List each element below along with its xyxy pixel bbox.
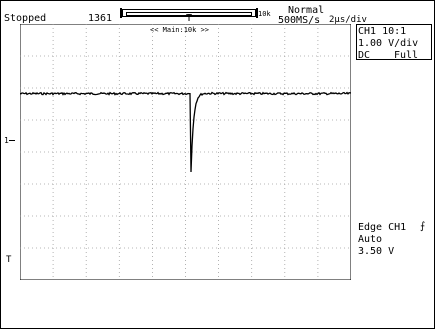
acquisition-count: 1361 (88, 13, 113, 24)
rising-edge-icon: ⨍ (420, 221, 426, 232)
record-bar-left-cap (120, 8, 122, 18)
acquisition-state: Stopped (4, 13, 47, 24)
trigger-level-marker[interactable]: T (6, 255, 12, 265)
trigger-mode: Normal (288, 5, 325, 16)
channel-marker-arrow (9, 140, 15, 141)
trigger-level: 3.50 V (358, 246, 395, 257)
record-length: 10k (258, 10, 271, 18)
waveform-display[interactable]: << Main:10k >> (19, 23, 352, 281)
channel-name: CH1 10:1 (358, 26, 407, 37)
record-bar-right-cap (256, 8, 258, 18)
ch1-trace (19, 91, 352, 173)
record-position-bar[interactable] (120, 8, 258, 18)
trigger-sweep-mode: Auto (358, 234, 383, 245)
waveform-graticule (19, 23, 352, 281)
channel-info-box[interactable] (356, 24, 432, 60)
channel-bandwidth: Full (394, 50, 419, 61)
trigger-position-marker[interactable]: T (186, 13, 193, 24)
channel-1-level-marker[interactable]: 1 (4, 136, 9, 145)
channel-scale: 1.00 V/div (358, 38, 419, 49)
time-per-division: 2μs/div (329, 15, 367, 25)
sample-rate: 500MS/s (278, 15, 321, 26)
record-bar-window (126, 12, 252, 16)
channel-coupling: DC (358, 50, 371, 61)
zoom-label: << Main:10k >> (150, 26, 210, 34)
trigger-type: Edge CH1 (358, 222, 407, 233)
